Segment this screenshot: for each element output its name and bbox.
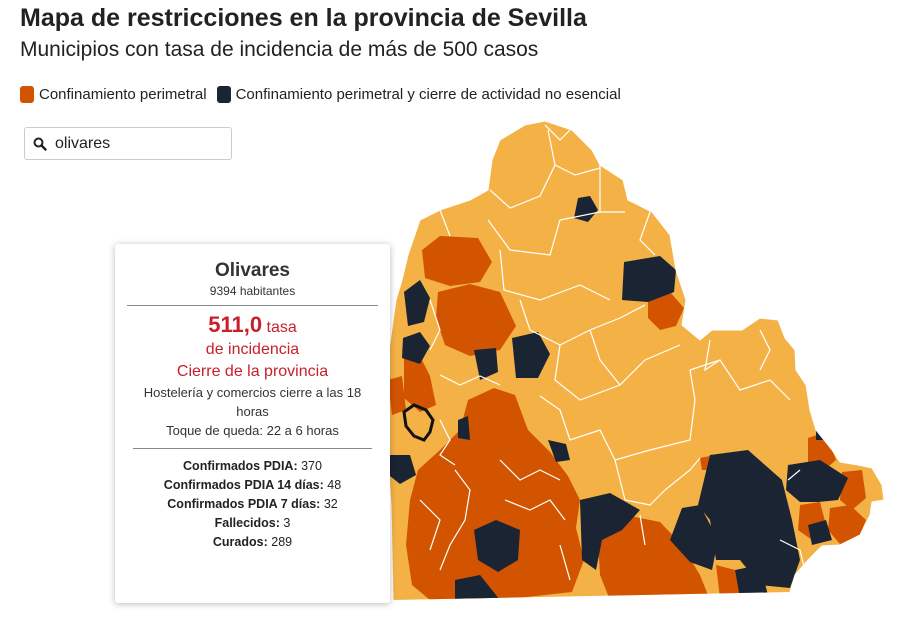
legend-label-cierre: Confinamiento perimetral y cierre de act… (235, 86, 621, 103)
search-input[interactable] (55, 134, 225, 153)
stat-confirmados-14: Confirmados PDIA 14 días: 48 (163, 478, 342, 492)
legend-swatch-orange (20, 86, 34, 103)
municipality-navy[interactable] (390, 455, 416, 484)
municipality-orange[interactable] (388, 376, 406, 415)
tooltip-population: 9394 habitantes (209, 284, 296, 298)
municipality-navy[interactable] (808, 520, 832, 545)
tooltip-curfew: Toque de queda: 22 a 6 horas (166, 423, 339, 438)
legend-swatch-navy (216, 86, 231, 103)
municipality-orange[interactable] (828, 505, 866, 544)
stat-curados: Curados: 289 (212, 535, 293, 549)
municipality-orange[interactable] (598, 516, 708, 600)
perimetral-regions[interactable] (388, 236, 866, 600)
page-subtitle: Municipios con tasa de incidencia de más… (20, 38, 539, 61)
municipality-orange[interactable] (716, 565, 740, 598)
legend-label-perimetral: Confinamiento perimetral (39, 86, 207, 103)
legend-item-perimetral: Confinamiento perimetral (20, 86, 207, 103)
municipality-navy[interactable] (512, 332, 550, 378)
municipality-navy[interactable] (404, 280, 430, 326)
municipality-navy[interactable] (402, 332, 430, 364)
municipality-navy[interactable] (786, 460, 848, 502)
municipality-navy[interactable] (548, 440, 570, 462)
municipality-orange[interactable] (436, 284, 516, 356)
page-title: Mapa de restricciones en la provincia de… (20, 4, 587, 32)
municipalities[interactable] (380, 115, 890, 605)
tooltip-rate: 511,0 tasa (115, 314, 390, 339)
tooltip-rate-value: 511,0 (208, 312, 263, 337)
tooltip-divider (133, 448, 372, 449)
stat-confirmados: Confirmados PDIA: 370 (183, 459, 322, 473)
municipality-navy[interactable] (458, 416, 470, 440)
highlight-olivares[interactable] (402, 403, 435, 442)
tooltip-rate-word: tasa (266, 319, 297, 336)
municipality-orange[interactable] (404, 352, 436, 412)
tooltip-status: Cierre de la provincia (176, 363, 329, 380)
tooltip-stats: Confirmados PDIA: 370 Confirmados PDIA 1… (115, 457, 390, 552)
search-icon (25, 128, 55, 159)
municipality-navy[interactable] (580, 493, 640, 570)
province-outline (385, 120, 885, 601)
tooltip-rate-label: de incidencia (205, 341, 300, 358)
municipality-navy[interactable] (474, 348, 498, 380)
municipality-navy[interactable] (670, 505, 718, 570)
tooltip-line1: Hostelería y comercios cierre a las 18 (143, 385, 362, 400)
municipality-orange[interactable] (648, 292, 684, 330)
tooltip-municipality-name: Olivares (215, 260, 290, 281)
stat-fallecidos: Fallecidos: 3 (214, 516, 291, 530)
municipality-navy[interactable] (735, 565, 768, 598)
municipality-navy[interactable] (698, 450, 800, 588)
stat-confirmados-7: Confirmados PDIA 7 días: 32 (167, 497, 338, 511)
municipality-orange[interactable] (406, 388, 584, 600)
municipality-orange[interactable] (422, 236, 492, 286)
municipality-navy[interactable] (455, 575, 500, 600)
search-box[interactable] (24, 127, 232, 160)
cierre-regions[interactable] (390, 196, 848, 600)
legend: Confinamiento perimetral Confinamiento p… (20, 86, 631, 103)
municipality-navy[interactable] (622, 256, 676, 302)
municipality-tooltip: Olivares 9394 habitantes 511,0 tasa de i… (115, 244, 390, 603)
tooltip-line2: horas (236, 404, 269, 419)
municipality-borders (419, 124, 807, 581)
municipality-navy[interactable] (474, 520, 520, 572)
tooltip-divider (127, 305, 378, 306)
legend-item-cierre: Confinamiento perimetral y cierre de act… (216, 86, 621, 103)
